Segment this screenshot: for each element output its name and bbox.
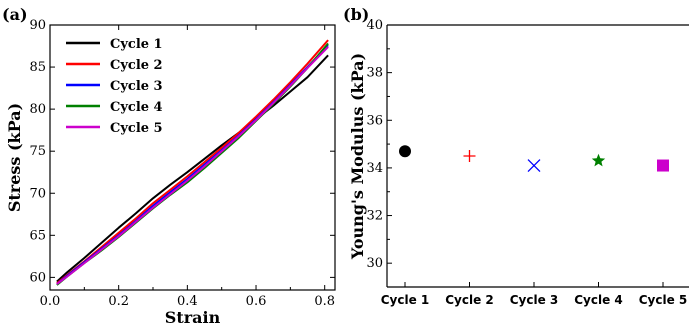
x-category-label: Cycle 2 bbox=[445, 293, 494, 307]
y-tick-label: 60 bbox=[29, 270, 46, 285]
legend-label: Cycle 4 bbox=[110, 100, 163, 115]
data-point-square-cycle-5 bbox=[657, 159, 669, 172]
y-tick-label: 30 bbox=[366, 256, 383, 271]
y-tick-label: 65 bbox=[29, 228, 46, 243]
data-point-plus-cycle-2 bbox=[463, 150, 476, 162]
stress-strain-chart: 0.0 0.2 0.4 0.6 0.8 60 65 70 75 80 85 90 Strain Stres… bbox=[5, 18, 336, 327]
data-point-cross-cycle-3 bbox=[527, 159, 541, 172]
x-category-label: Cycle 3 bbox=[510, 293, 559, 307]
y-axis-title: Stress (kPa) bbox=[5, 103, 24, 212]
legend-label: Cycle 5 bbox=[110, 121, 163, 136]
x-category-label: Cycle 1 bbox=[381, 293, 430, 307]
y-tick-label: 36 bbox=[366, 113, 383, 128]
y-tick-label: 90 bbox=[29, 18, 46, 33]
y-tick-label: 85 bbox=[29, 60, 46, 75]
x-tick-label: 0.0 bbox=[40, 294, 61, 309]
legend-label: Cycle 2 bbox=[110, 58, 163, 73]
y-tick-label: 32 bbox=[366, 209, 383, 224]
series-line-cycle-3 bbox=[56, 44, 329, 285]
y-tick-label: 75 bbox=[29, 144, 46, 159]
x-category-label: Cycle 4 bbox=[574, 293, 623, 307]
x-category-label: Cycle 5 bbox=[639, 293, 688, 307]
y-tick-label: 34 bbox=[366, 161, 383, 176]
series-line-cycle-5 bbox=[56, 46, 329, 285]
legend-label: Cycle 3 bbox=[110, 79, 163, 94]
y-tick-label: 80 bbox=[29, 102, 46, 117]
plot-frame bbox=[49, 24, 336, 291]
x-tick-label: 0.8 bbox=[314, 294, 335, 309]
x-tick-label: 0.4 bbox=[177, 294, 198, 309]
data-point-circle-cycle-1 bbox=[399, 145, 411, 158]
panel-a-label: (a) bbox=[2, 5, 28, 24]
x-tick-label: 0.2 bbox=[108, 294, 129, 309]
x-axis-title: Strain bbox=[165, 308, 221, 327]
panel-b-label: (b) bbox=[343, 5, 369, 24]
y-tick-label: 38 bbox=[366, 66, 383, 81]
data-point-star-cycle-4 bbox=[591, 153, 606, 167]
y-axis-title: Young's Modulus (kPa) bbox=[348, 53, 367, 260]
youngs-modulus-chart: 30 32 34 36 38 40 Cycle 1 Cycle 2 Cycle 3 Cycle 4… bbox=[348, 18, 689, 307]
y-tick-label: 40 bbox=[366, 18, 383, 33]
series-line-cycle-2 bbox=[56, 39, 329, 285]
series-line-cycle-4 bbox=[56, 42, 329, 286]
x-tick-label: 0.6 bbox=[246, 294, 267, 309]
legend-label: Cycle 1 bbox=[110, 37, 163, 52]
y-tick-label: 70 bbox=[29, 186, 46, 201]
series-line-cycle-1 bbox=[56, 54, 329, 283]
